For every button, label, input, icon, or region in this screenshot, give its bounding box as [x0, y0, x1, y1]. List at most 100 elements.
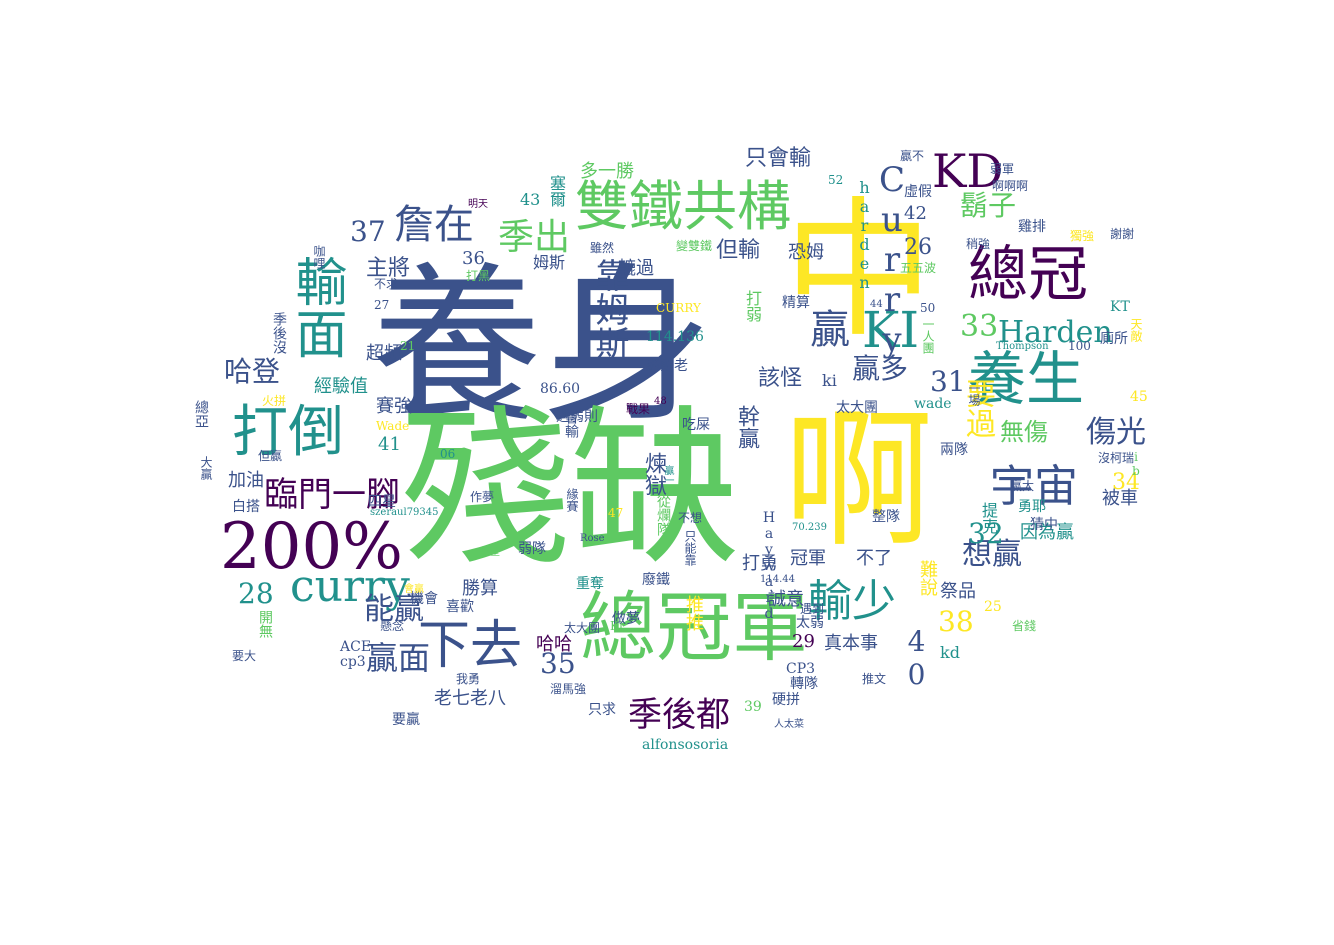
word-138: 打黑 [466, 269, 491, 283]
word-91: 要贏 [392, 712, 420, 728]
word-171: ib [1129, 450, 1143, 478]
word-48: 煉獄 [641, 452, 666, 496]
word-40: 40 [900, 625, 933, 691]
word-57: harden [855, 178, 874, 292]
word-61: 賽強 [376, 396, 412, 417]
word-8: 養生 [968, 345, 1085, 413]
word-26: 傷光 [1086, 415, 1146, 450]
word-178: 一人團 [921, 318, 935, 354]
word-66: 冠軍 [790, 548, 826, 569]
word-6: 200% [220, 510, 403, 584]
word-149: 贏太 [1010, 479, 1035, 493]
word-25: 贏面 [366, 639, 431, 677]
word-96: cp3 [340, 654, 366, 670]
word-145: 溜馬強 [550, 682, 587, 696]
word-90: 喜歡 [446, 599, 474, 615]
word-56: 恐姆 [788, 242, 824, 263]
word-111: 遇弱則 [556, 409, 598, 425]
word-18: 詹在 [394, 202, 474, 248]
word-92: 只求 [588, 702, 616, 718]
word-19: 季出 [498, 217, 571, 258]
word-22: 贏 [810, 307, 850, 353]
word-152: 50 [920, 301, 936, 315]
word-139: 火拼 [262, 394, 287, 408]
word-128: 沒柯瑞 [1098, 451, 1135, 465]
word-110: 86.60 [540, 381, 581, 397]
word-15: 宇宙 [990, 461, 1078, 512]
word-88: 四星 [368, 494, 396, 510]
word-115: 總亞 [193, 400, 209, 428]
word-105: 做夢 [612, 611, 640, 627]
word-112: 精算 [782, 295, 810, 311]
word-93: 硬拼 [772, 692, 800, 708]
word-162: 太大團 [564, 621, 601, 635]
word-64: 誠意 [768, 589, 804, 610]
word-150: Wade [376, 419, 410, 433]
word-143: 省錢 [1012, 619, 1037, 633]
word-75: 超頻 [366, 343, 402, 364]
word-123: 稍強 [966, 237, 991, 251]
word-79: 36 [462, 248, 485, 269]
word-177: szeraul79345 [370, 507, 439, 518]
word-87: 弱隊 [518, 541, 546, 557]
word-54: 提克 [979, 502, 998, 534]
word-27: 想贏 [962, 537, 1022, 572]
word-119: 緣賽 [565, 488, 579, 512]
word-21: Curry [872, 160, 912, 360]
word-45: 只會輸 [745, 146, 812, 171]
word-164: 人太菜 [774, 719, 804, 730]
word-165: 明天 [468, 199, 488, 210]
word-74: Hayward [761, 510, 777, 622]
word-179: 大贏 [199, 456, 213, 480]
word-157: 27 [374, 298, 390, 312]
word-108: 姆斯老 [646, 358, 688, 374]
word-136: 咖哩 [312, 245, 326, 269]
word-168: 戰果 [626, 402, 651, 416]
word-39: 38 [938, 605, 974, 638]
word-9: 打倒 [232, 400, 344, 465]
word-41: 34 [1112, 470, 1140, 495]
word-28: 鬍子 [960, 189, 1017, 222]
word-34: 31 [930, 365, 966, 398]
word-120: 重奪 [576, 576, 604, 592]
word-58: 42 [904, 203, 927, 224]
word-3: 啊 [758, 400, 932, 550]
word-20: 靠姆斯 [589, 258, 629, 360]
word-99: 25 [984, 599, 1002, 615]
word-100: 39 [744, 699, 762, 715]
word-16: 輸少 [808, 576, 896, 627]
word-140: 但贏 [258, 449, 283, 463]
word-118: 勇耶 [1018, 499, 1046, 515]
word-122: 猜中 [1030, 517, 1058, 533]
word-134: 雖然 [590, 241, 615, 255]
word-101: 45 [1130, 389, 1148, 405]
word-0: 養身 [372, 248, 713, 446]
word-137: 不求 [374, 277, 399, 291]
word-13: KI [862, 301, 920, 359]
word-31: 要過 [960, 378, 995, 438]
word-129: 會輸 [563, 410, 579, 438]
word-104: 機會 [410, 591, 438, 607]
word-130: 五五波 [900, 261, 937, 275]
word-82: 多一勝 [580, 161, 634, 182]
word-81: 塞爾 [547, 175, 566, 207]
word-133: 弱軍 [990, 162, 1015, 176]
word-14: curry [290, 561, 410, 612]
word-78: 姆斯 [533, 253, 566, 272]
word-70: 41 [378, 434, 401, 455]
word-11: 下去 [418, 616, 523, 676]
word-113: 從爛隊 [655, 494, 671, 536]
word-35: 32 [968, 517, 1004, 550]
word-116: 季後沒 [271, 312, 287, 354]
word-167: 會贏 [404, 584, 424, 595]
word-163: 要大 [232, 649, 257, 663]
word-33: 33 [960, 309, 999, 344]
word-89: 白搭 [232, 499, 260, 515]
word-83: 太大團 [836, 400, 878, 416]
word-158: CURRY [656, 301, 701, 315]
word-142: 懸念 [380, 619, 405, 633]
word-147: 遇到 [800, 602, 825, 616]
word-30: 贏多 [852, 352, 909, 385]
word-7: 總冠 [968, 240, 1088, 310]
word-24: 臨門一腳 [264, 475, 400, 515]
